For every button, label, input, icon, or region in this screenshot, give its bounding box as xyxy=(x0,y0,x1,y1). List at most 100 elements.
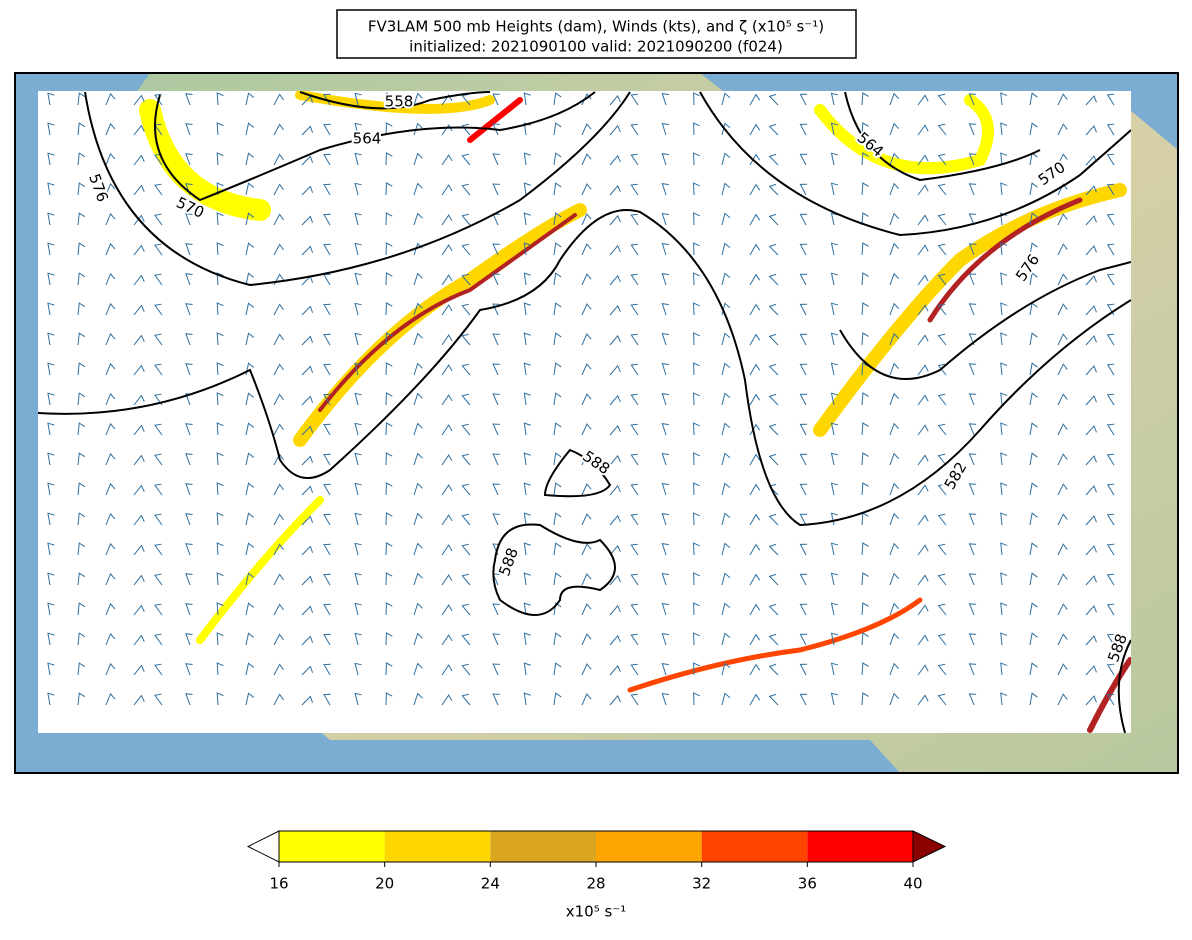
wind-barb xyxy=(1057,453,1068,466)
wind-barb xyxy=(77,662,86,676)
wind-barb xyxy=(768,693,779,706)
wind-barb xyxy=(105,362,116,376)
wind-barb xyxy=(47,212,55,226)
wind-barb xyxy=(1057,513,1068,526)
wind-barb xyxy=(581,543,592,556)
wind-barb xyxy=(1106,633,1115,646)
wind-barb xyxy=(461,393,471,406)
vorticity xyxy=(139,91,1131,733)
title-box xyxy=(336,9,857,59)
wind-barb xyxy=(133,274,145,286)
wind-barb xyxy=(492,333,500,346)
wind-barb xyxy=(413,392,423,406)
wind-barb xyxy=(693,452,700,466)
wind-barb xyxy=(1029,122,1038,136)
wind-barb xyxy=(917,244,929,256)
wind-barb xyxy=(749,603,761,616)
wind-barb xyxy=(937,123,947,136)
wind-barb xyxy=(968,573,977,586)
wind-barb xyxy=(1106,123,1115,136)
wind-barb xyxy=(1000,122,1008,136)
wind-barb xyxy=(1106,363,1115,376)
wind-barb xyxy=(323,303,331,316)
wind-barb xyxy=(749,123,761,136)
wind-barb xyxy=(385,122,393,136)
wind-barb xyxy=(581,423,592,436)
wind-barb xyxy=(1057,213,1068,226)
wind-barb xyxy=(133,394,145,406)
wind-barb xyxy=(609,574,621,586)
wind-barb xyxy=(105,572,116,586)
wind-barb xyxy=(216,692,224,706)
wind-barb xyxy=(917,394,929,406)
vorticity-band xyxy=(927,197,1083,323)
wind-barb xyxy=(323,513,331,526)
wind-barb xyxy=(413,602,423,616)
wind-barb xyxy=(354,542,362,556)
wind-barb xyxy=(154,603,163,616)
wind-barb xyxy=(889,482,900,496)
wind-barb xyxy=(273,333,284,346)
wind-barb xyxy=(1000,482,1008,496)
wind-barb xyxy=(630,93,639,106)
wind-barb xyxy=(1106,513,1115,526)
wind-barb xyxy=(154,633,163,646)
wind-barb xyxy=(441,574,453,586)
wind-barb xyxy=(968,663,977,676)
wind-barb xyxy=(273,153,284,166)
wind-barb xyxy=(749,303,761,316)
wind-barb xyxy=(1106,603,1115,616)
wind-barb xyxy=(323,573,331,586)
wind-barb xyxy=(47,122,55,136)
wind-barb xyxy=(581,483,592,496)
wind-barb xyxy=(323,183,331,196)
subtitle: initialized: 2021090100 valid: 202109020… xyxy=(409,38,783,56)
wind-barb xyxy=(216,272,224,286)
wind-barb xyxy=(581,273,592,286)
wind-barb xyxy=(721,392,731,406)
wind-barb xyxy=(133,604,145,616)
wind-barb xyxy=(1057,273,1068,286)
wind-barb xyxy=(889,302,900,316)
wind-barb xyxy=(413,422,423,436)
wind-barb xyxy=(133,484,145,496)
wind-barb xyxy=(721,572,731,586)
wind-barb xyxy=(216,572,224,586)
wind-barb xyxy=(216,302,224,316)
wind-barb xyxy=(245,92,255,106)
wind-barb xyxy=(830,692,839,706)
wind-barb xyxy=(441,394,453,406)
wind-barb xyxy=(216,392,224,406)
wind-barb xyxy=(154,483,163,496)
contour xyxy=(839,261,1131,380)
wind-barb xyxy=(323,603,331,616)
wind-barb xyxy=(1057,483,1068,496)
vorticity-band xyxy=(196,496,324,644)
wind-barb xyxy=(937,93,947,106)
wind-barb xyxy=(441,544,453,556)
wind-barb xyxy=(553,272,562,286)
wind-barb xyxy=(354,452,362,466)
wind-barb xyxy=(185,333,193,346)
wind-barb xyxy=(47,482,55,496)
wind-barb xyxy=(749,243,761,256)
wind-barb xyxy=(385,302,393,316)
wind-barb xyxy=(105,392,116,406)
wind-barb xyxy=(553,692,562,706)
wind-barb xyxy=(937,423,947,436)
wind-barb xyxy=(1000,302,1008,316)
wind-barb xyxy=(77,152,86,166)
wind-barb xyxy=(889,212,900,226)
wind-barb xyxy=(917,364,929,376)
wind-barb xyxy=(413,512,423,526)
wind-barb xyxy=(523,692,531,706)
wind-barb xyxy=(1029,182,1038,196)
wind-barb xyxy=(1085,455,1097,466)
wind-barb xyxy=(799,183,808,196)
wind-barb xyxy=(354,662,362,676)
wind-barb xyxy=(661,392,669,406)
wind-barb xyxy=(133,334,145,346)
wind-barb xyxy=(301,485,314,496)
wind-barb xyxy=(693,482,700,496)
